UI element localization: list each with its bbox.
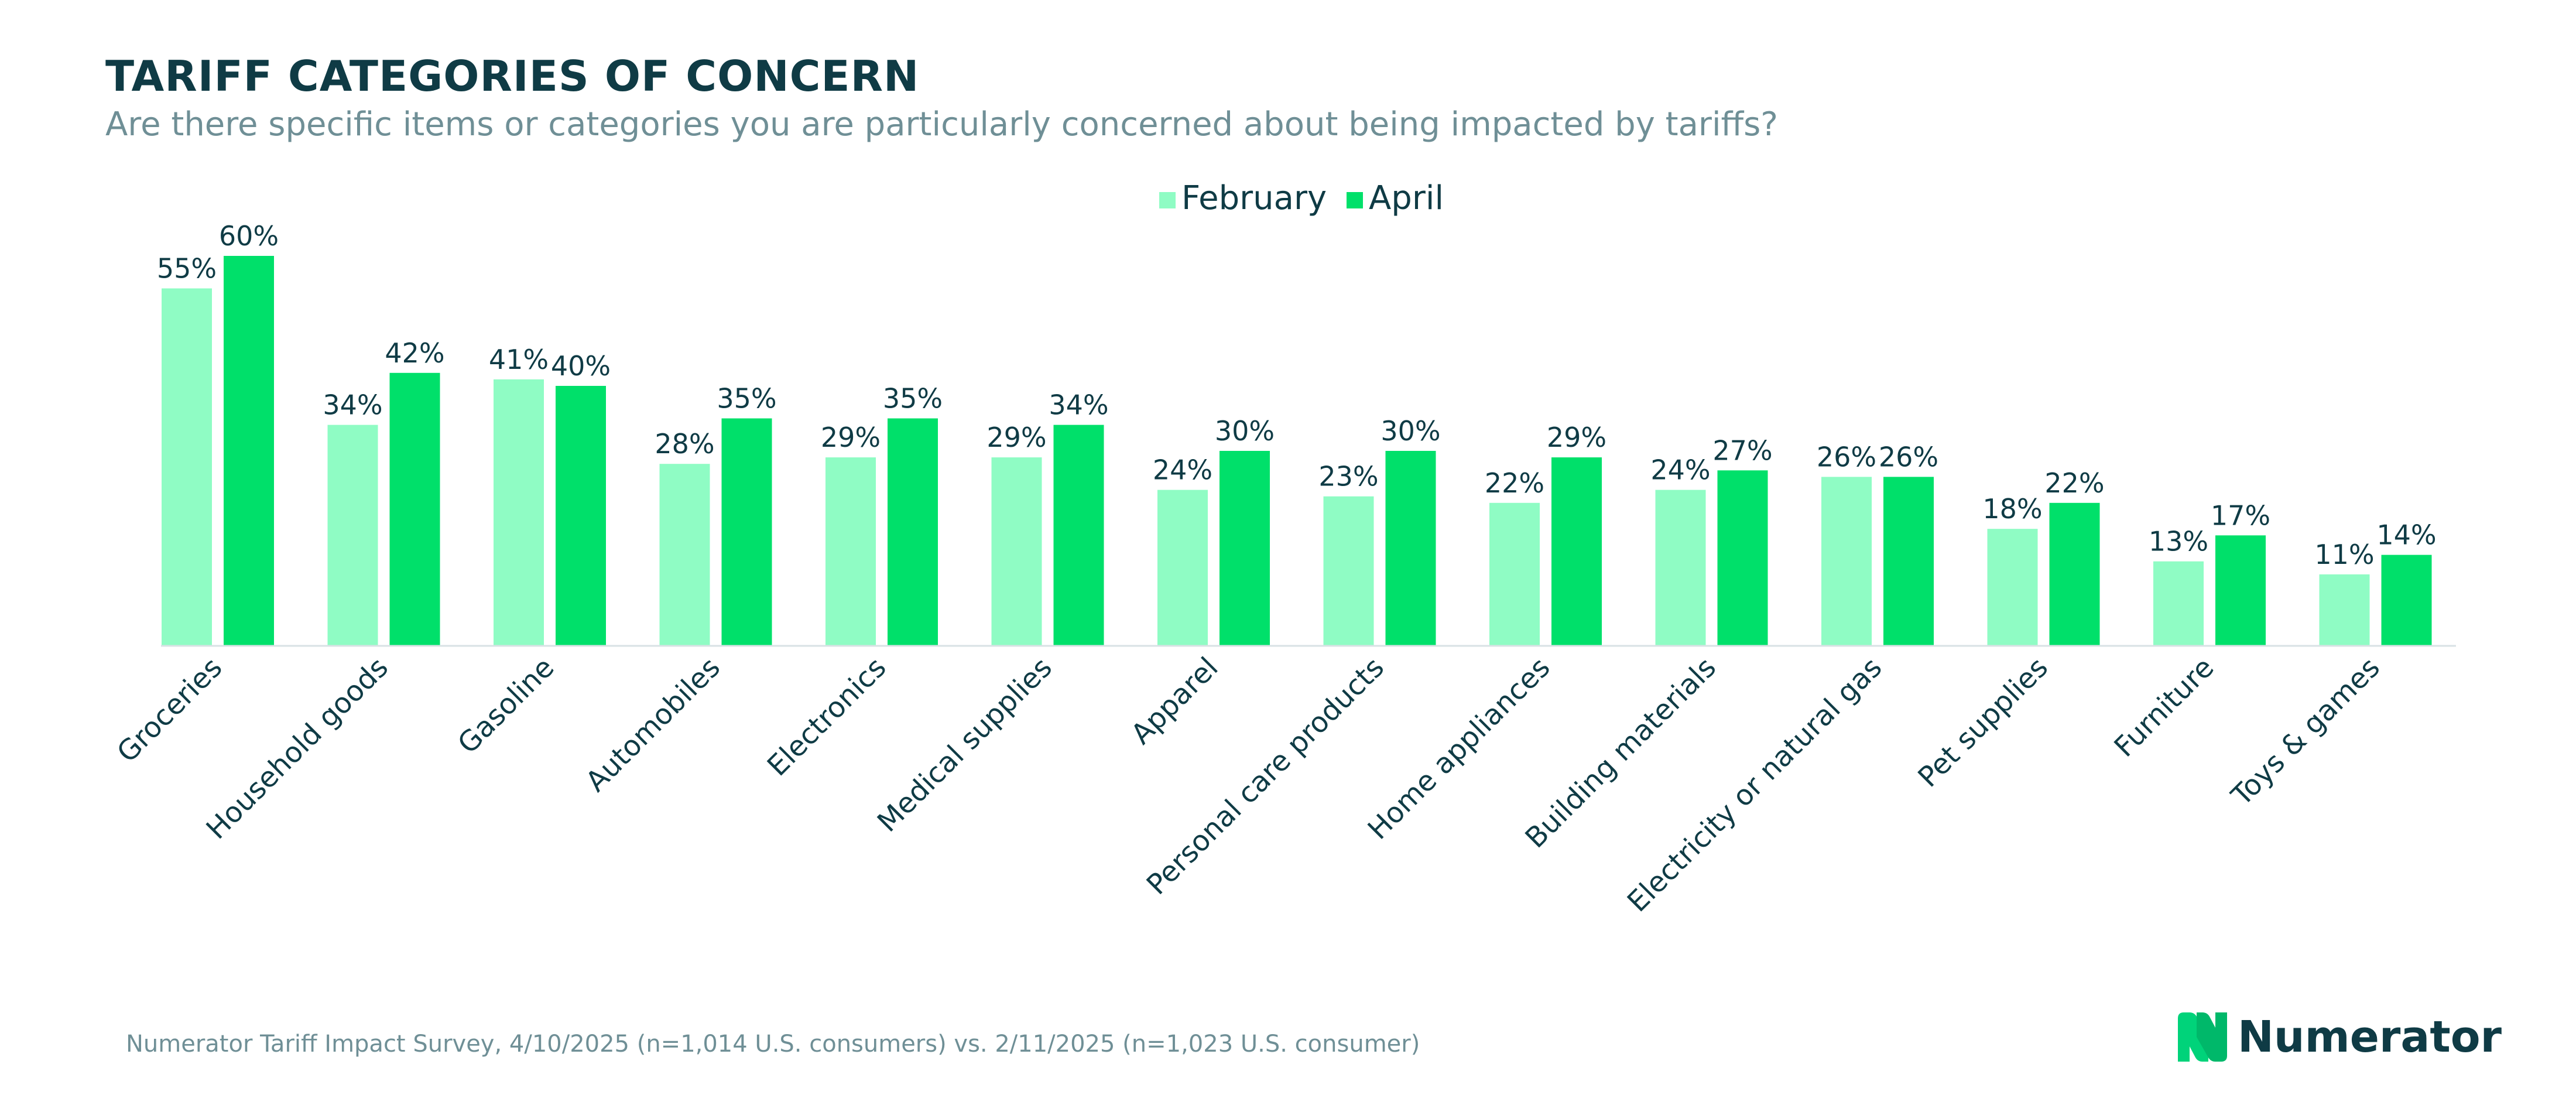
data-label-april-toys-games: 14% bbox=[2376, 519, 2436, 551]
bar-february-toys-games bbox=[2319, 574, 2370, 646]
bar-april-home-appliances bbox=[1551, 457, 1602, 646]
data-label-april-pet-supplies: 22% bbox=[2044, 467, 2104, 499]
bar-april-medical-supplies bbox=[1053, 425, 1104, 646]
bar-february-furniture bbox=[2153, 561, 2204, 646]
legend-label-april: April bbox=[1369, 179, 1444, 217]
legend-label-february: February bbox=[1181, 179, 1327, 217]
numerator-n-logo-icon bbox=[2178, 1012, 2227, 1062]
bar-chart: February April 55%60%34%42% 41% 40%28%35%29… bbox=[111, 179, 2456, 919]
bar-april-electronics bbox=[888, 418, 938, 646]
bar-february-household-goods bbox=[327, 425, 378, 646]
tick-label-automobiles: Automobiles bbox=[580, 651, 727, 798]
tick-label-pet-supplies: Pet supplies bbox=[1912, 651, 2054, 794]
data-label-april-electronics: 35% bbox=[883, 383, 943, 415]
tick-label-household-goods: Household goods bbox=[200, 651, 395, 846]
logo-wordmark: Numerator bbox=[2238, 1012, 2502, 1062]
bar-february-pet-supplies bbox=[1987, 529, 2038, 646]
data-label-february-pet-supplies: 18% bbox=[1982, 493, 2042, 525]
data-label-february-automobiles: 28% bbox=[655, 428, 714, 460]
bar-april-electricity-or-natural-gas bbox=[1883, 477, 1934, 646]
data-label-april-gasoline: 40% bbox=[551, 350, 611, 382]
chart-title: TARIFF CATEGORIES OF CONCERN bbox=[105, 52, 920, 101]
tick-label-medical-supplies: Medical supplies bbox=[871, 651, 1059, 839]
data-label-february-medical-supplies: 29% bbox=[986, 422, 1046, 453]
legend-swatch-april bbox=[1347, 192, 1363, 208]
tick-label-toys-games: Toys & games bbox=[2225, 651, 2386, 813]
bar-april-furniture bbox=[2215, 535, 2266, 646]
bar-february-building-materials bbox=[1655, 490, 1706, 646]
data-label-february-gasoline: 41% bbox=[489, 344, 549, 375]
data-label-february-toys-games: 11% bbox=[2314, 539, 2374, 570]
bar-february-electricity-or-natural-gas bbox=[1821, 477, 1872, 646]
bar-april-building-materials bbox=[1717, 470, 1768, 646]
bar-february-electronics bbox=[825, 457, 876, 646]
bar-april-groceries bbox=[224, 256, 274, 646]
tick-label-electronics: Electronics bbox=[761, 651, 893, 783]
tick-label-groceries: Groceries bbox=[111, 651, 228, 769]
bar-april-household-goods bbox=[389, 372, 440, 646]
data-label-april-personal-care-products: 30% bbox=[1381, 415, 1440, 447]
tick-label-furniture: Furniture bbox=[2108, 651, 2220, 764]
bar-april-automobiles bbox=[721, 418, 772, 646]
data-label-april-furniture: 17% bbox=[2211, 499, 2270, 531]
data-label-february-groceries: 55% bbox=[157, 253, 217, 285]
bar-april-personal-care-products bbox=[1385, 451, 1436, 646]
tick-label-gasoline: Gasoline bbox=[451, 651, 560, 760]
bar-february-personal-care-products bbox=[1323, 496, 1374, 646]
data-label-april-automobiles: 35% bbox=[717, 383, 776, 415]
bar-group: 55%60%34%42% 41% 40%28%35%29%35%29%34%24%3… bbox=[157, 220, 2437, 646]
data-label-april-home-appliances: 29% bbox=[1547, 422, 1606, 453]
data-label-february-personal-care-products: 23% bbox=[1318, 461, 1378, 492]
data-label-april-medical-supplies: 34% bbox=[1049, 389, 1108, 421]
bar-february-automobiles bbox=[659, 464, 710, 646]
data-label-february-apparel: 24% bbox=[1153, 454, 1212, 486]
data-label-april-building-materials: 27% bbox=[1712, 434, 1772, 466]
bar-february-apparel bbox=[1157, 490, 1208, 646]
data-label-february-home-appliances: 22% bbox=[1485, 467, 1544, 499]
data-label-april-electricity-or-natural-gas: 26% bbox=[1879, 441, 1938, 473]
bar-april-toys-games bbox=[2381, 555, 2432, 646]
bar-april-apparel bbox=[1220, 451, 1270, 646]
source-note: Numerator Tariff Impact Survey, 4/10/202… bbox=[126, 1031, 1420, 1058]
data-label-april-apparel: 30% bbox=[1215, 415, 1275, 447]
data-label-february-furniture: 13% bbox=[2149, 526, 2208, 557]
data-label-february-building-materials: 24% bbox=[1650, 454, 1710, 486]
data-label-february-electricity-or-natural-gas: 26% bbox=[1817, 441, 1876, 473]
bar-february-gasoline bbox=[494, 379, 544, 646]
chart-subtitle: Are there specific items or categories y… bbox=[105, 105, 1778, 143]
data-label-february-household-goods: 34% bbox=[323, 389, 382, 421]
bar-february-groceries bbox=[162, 288, 212, 646]
tick-label-apparel: Apparel bbox=[1125, 651, 1224, 751]
bar-february-medical-supplies bbox=[991, 457, 1042, 646]
tick-label-home-appliances: Home appliances bbox=[1362, 651, 1557, 846]
data-label-april-groceries: 60% bbox=[219, 220, 279, 252]
data-label-february-electronics: 29% bbox=[821, 422, 881, 453]
data-label-april-household-goods: 42% bbox=[385, 337, 444, 369]
bar-february-home-appliances bbox=[1489, 502, 1540, 646]
legend-swatch-february bbox=[1159, 192, 1176, 208]
bar-april-pet-supplies bbox=[2049, 502, 2100, 646]
numerator-logo: Numerator bbox=[2178, 1012, 2502, 1062]
chart-legend: February April bbox=[1159, 179, 1444, 217]
bar-april-gasoline bbox=[556, 386, 606, 646]
